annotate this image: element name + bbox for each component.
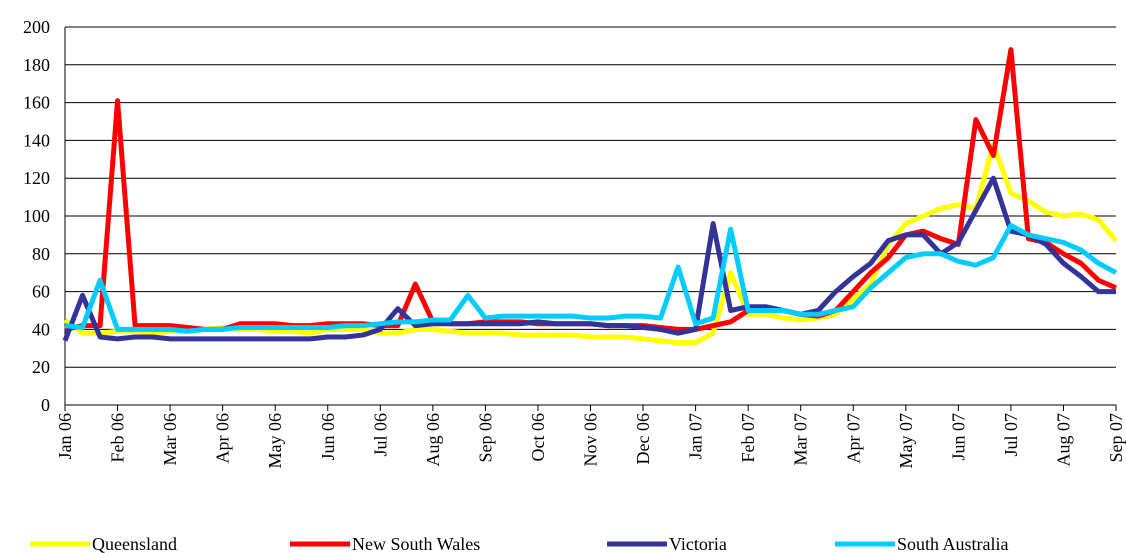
series-line <box>64 47 1117 332</box>
x-tick-label: Nov 06 <box>581 413 601 467</box>
y-tick-label: 60 <box>32 282 50 302</box>
y-tick-label: 0 <box>41 395 50 415</box>
x-tick-label: Jul 07 <box>1001 413 1021 457</box>
y-tick-label: 40 <box>32 319 50 339</box>
legend-label: Queensland <box>92 534 177 553</box>
x-tick-label: Apr 06 <box>213 413 233 464</box>
legend-label: New South Wales <box>352 534 480 553</box>
x-tick-label: May 06 <box>265 413 285 469</box>
x-tick-label: Jul 06 <box>370 413 390 457</box>
y-tick-label: 20 <box>32 357 50 377</box>
x-tick-label: Jan 06 <box>55 413 75 460</box>
y-tick-label: 180 <box>23 55 50 75</box>
legend-label: Victoria <box>669 534 727 553</box>
x-tick-label: Aug 06 <box>423 413 443 467</box>
x-tick-label: Aug 07 <box>1053 413 1073 467</box>
x-tick-label: Dec 06 <box>633 413 653 464</box>
x-tick-label: Sep 06 <box>475 413 495 463</box>
x-tick-label: May 07 <box>896 413 916 469</box>
x-tick-label: Oct 06 <box>528 413 548 462</box>
y-tick-label: 80 <box>32 244 50 264</box>
x-tick-label: Feb 07 <box>738 413 758 463</box>
series-line <box>64 222 1118 334</box>
x-tick-label: Mar 06 <box>160 413 180 466</box>
x-tick-label: Jun 07 <box>948 413 968 461</box>
x-tick-label: Apr 07 <box>843 413 863 464</box>
x-tick-label: Jan 07 <box>686 413 706 460</box>
x-tick-label: Mar 07 <box>791 413 811 466</box>
x-tick-label: Jun 06 <box>318 413 338 461</box>
y-tick-label: 100 <box>23 206 50 226</box>
y-tick-label: 200 <box>23 17 50 37</box>
x-tick-label: Feb 06 <box>108 413 128 463</box>
x-tick-label: Sep 07 <box>1106 413 1126 463</box>
y-tick-label: 140 <box>23 130 50 150</box>
y-tick-label: 160 <box>23 93 50 113</box>
y-tick-label: 120 <box>23 168 50 188</box>
legend-label: South Australia <box>897 534 1009 553</box>
